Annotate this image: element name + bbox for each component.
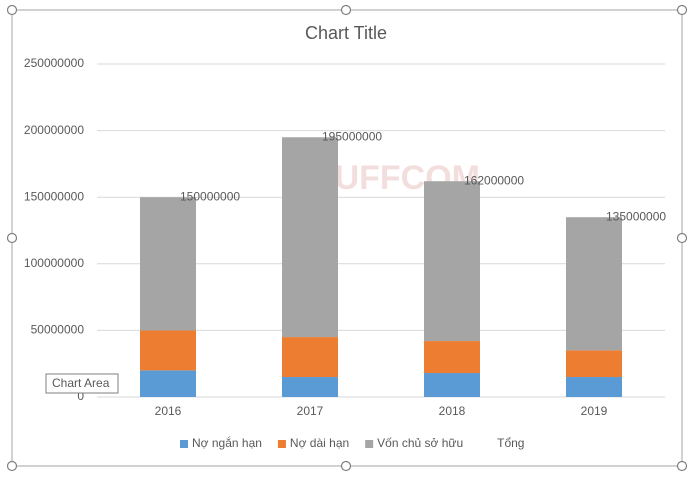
data-label: 150000000 bbox=[180, 189, 240, 203]
resize-handle[interactable] bbox=[340, 460, 352, 472]
bar-segment bbox=[282, 137, 338, 338]
x-tick-label: 2018 bbox=[439, 404, 466, 418]
bar-segment bbox=[140, 370, 196, 397]
bar-segment bbox=[424, 373, 480, 397]
chart-title: Chart Title bbox=[305, 23, 387, 43]
data-label: 162000000 bbox=[464, 173, 524, 187]
data-label: 195000000 bbox=[322, 129, 382, 143]
bar-segment bbox=[282, 377, 338, 397]
legend-label: Nợ dài hạn bbox=[290, 436, 349, 450]
tooltip: Chart Area bbox=[52, 376, 110, 390]
legend-label: Nợ ngắn hạn bbox=[192, 435, 262, 450]
plot: 0 50000000 100000000 150000000 200000000 2500… bbox=[24, 56, 666, 450]
bar-segment bbox=[140, 330, 196, 371]
y-tick-label: 50000000 bbox=[31, 323, 85, 337]
legend-swatch bbox=[277, 440, 286, 448]
resize-handle[interactable] bbox=[676, 460, 688, 472]
x-tick-label: 2019 bbox=[581, 404, 608, 418]
bar-segment bbox=[566, 217, 622, 351]
bar-segment bbox=[140, 197, 196, 331]
x-tick-label: 2017 bbox=[297, 404, 324, 418]
resize-handle[interactable] bbox=[6, 4, 18, 16]
resize-handle[interactable] bbox=[6, 460, 18, 472]
y-tick-label: 150000000 bbox=[24, 189, 84, 203]
bar-segment bbox=[424, 181, 480, 342]
y-tick-label: 200000000 bbox=[24, 123, 84, 137]
bar-segment bbox=[566, 350, 622, 378]
y-tick-label: 100000000 bbox=[24, 256, 84, 270]
legend-label: Vốn chủ sở hữu bbox=[377, 436, 463, 450]
tooltip-box bbox=[45, 373, 119, 394]
bar-segment bbox=[566, 377, 622, 397]
legend-label: Tổng bbox=[497, 436, 524, 450]
resize-handle[interactable] bbox=[6, 232, 18, 244]
resize-handle[interactable] bbox=[340, 4, 352, 16]
legend-swatch bbox=[180, 440, 188, 448]
y-tick-label: 0 bbox=[77, 389, 84, 403]
legend-swatch bbox=[365, 440, 374, 448]
resize-handle[interactable] bbox=[676, 4, 688, 16]
x-tick-label: 2016 bbox=[155, 404, 182, 418]
resize-handle[interactable] bbox=[676, 232, 688, 244]
data-label: 135000000 bbox=[606, 209, 666, 223]
bar-segment bbox=[282, 337, 338, 378]
bar-segment bbox=[424, 341, 480, 374]
y-tick-label: 250000000 bbox=[24, 56, 84, 70]
